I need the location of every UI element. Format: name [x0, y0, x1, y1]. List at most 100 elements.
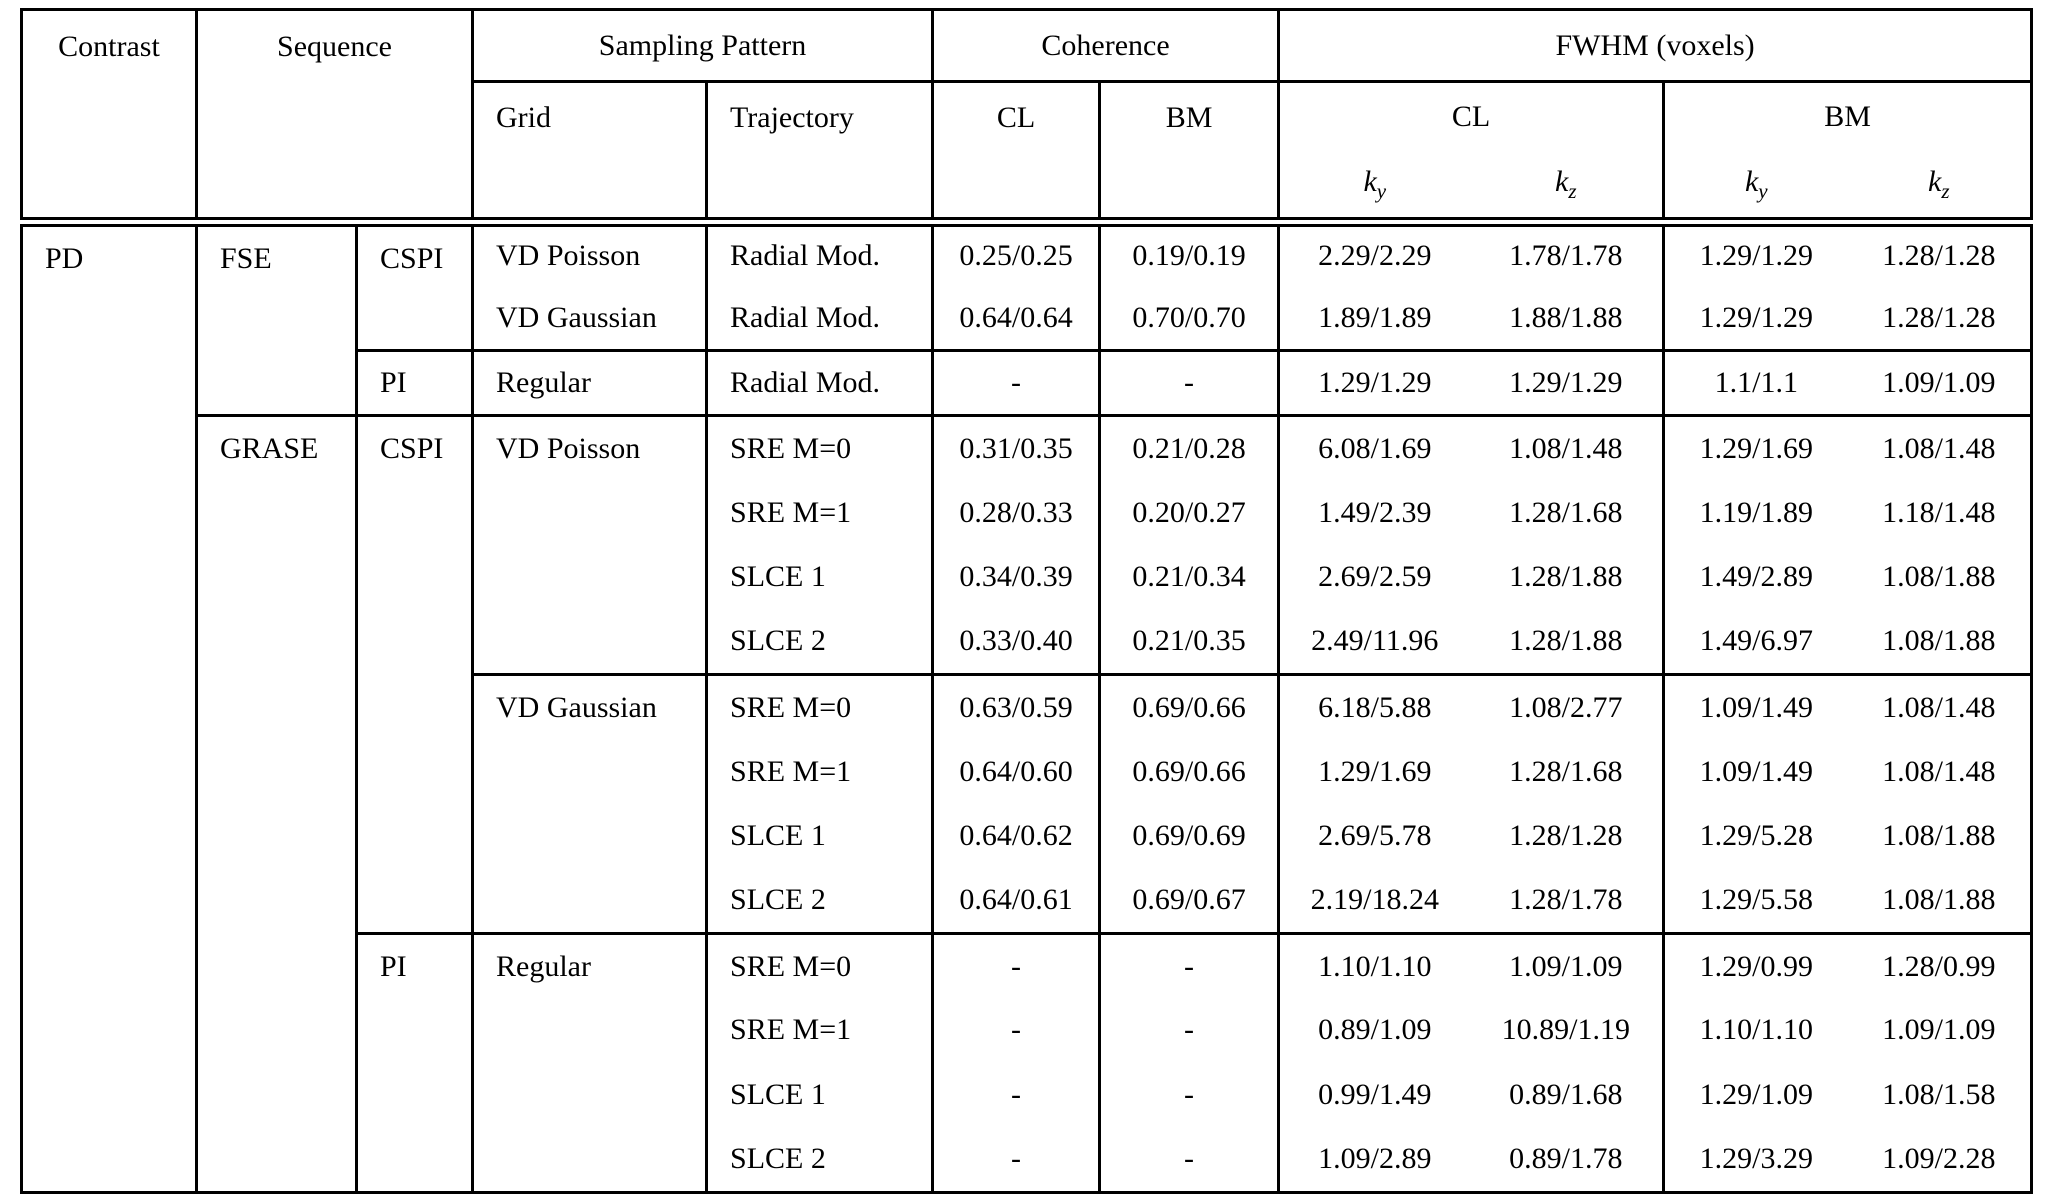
coherence-bm-cell: 0.69/0.67 — [1098, 868, 1279, 935]
fwhm-cl-ky-cell: 0.99/1.49 — [1277, 1062, 1470, 1128]
header-grid: Grid — [471, 81, 707, 227]
k-glyph: k — [1744, 164, 1759, 198]
fwhm-cl-ky-cell: 2.49/11.96 — [1277, 609, 1470, 677]
coherence-cl-cell: 0.63/0.59 — [931, 674, 1100, 740]
table-row: SRE M=1 0.28/0.33 0.20/0.27 1.49/2.39 1.… — [22, 480, 2032, 546]
table-row: SLCE 2 0.64/0.61 0.69/0.67 2.19/18.24 1.… — [22, 868, 2032, 935]
coherence-bm-cell: 0.21/0.35 — [1098, 609, 1279, 677]
fwhm-bm-ky-cell: 1.29/1.09 — [1662, 1062, 1848, 1128]
table-row: GRASE CSPI VD Poisson SRE M=0 0.31/0.35 … — [22, 415, 2032, 1193]
k-y-symbol: ky — [1744, 164, 1768, 203]
grid-cell: Regular — [471, 933, 707, 1193]
trajectory-cell: SRE M=0 — [705, 933, 933, 999]
fwhm-cl-ky-cell: 2.69/2.59 — [1277, 545, 1470, 610]
fwhm-bm-ky-cell: 1.09/1.49 — [1662, 739, 1848, 804]
fwhm-cl-ky-cell: 1.29/1.69 — [1277, 739, 1470, 804]
coherence-bm-cell: 0.69/0.66 — [1098, 739, 1279, 804]
fwhm-cl-ky-cell: 1.29/1.29 — [1277, 350, 1470, 418]
fwhm-cl-kz-cell: 1.28/1.28 — [1509, 819, 1623, 853]
header-row-1: Contrast Sequence Sampling Pattern Coher… — [21, 9, 2032, 227]
fwhm-bm-kz-cell: 1.28/1.28 — [1882, 239, 1996, 273]
k-glyph: k — [1928, 164, 1942, 198]
trajectory-cell: SLCE 1 — [705, 803, 933, 869]
fwhm-bm-kz-cell: 1.08/1.48 — [1882, 690, 1996, 724]
subscript-y: y — [1376, 178, 1387, 203]
trajectory-cell: SRE M=1 — [705, 480, 933, 546]
table-row: SRE M=1 - - 0.89/1.09 10.89/1.19 1.10/1.… — [22, 998, 2032, 1063]
table-header: Contrast Sequence Sampling Pattern Coher… — [21, 9, 2032, 227]
fwhm-cl-kz-cell: 1.08/2.77 — [1509, 690, 1623, 724]
fwhm-bm-ky-cell: 1.1/1.1 — [1662, 350, 1848, 418]
fwhm-bm-ky-cell: 1.49/6.97 — [1662, 609, 1848, 677]
coherence-bm-cell: 0.21/0.34 — [1098, 545, 1279, 610]
header-coherence-bm: BM — [1098, 81, 1279, 227]
fwhm-cl-ky-cell: 2.19/18.24 — [1277, 868, 1470, 935]
fwhm-cl-kz-cell: 1.28/1.68 — [1509, 495, 1623, 529]
fwhm-cl-kz-cell: 1.28/1.78 — [1469, 868, 1664, 935]
subscript-z: z — [1941, 178, 1950, 203]
coherence-bm-cell: 0.70/0.70 — [1098, 286, 1279, 353]
table-row: PD FSE CSPI VD Poisson Radial Mod. 0.25/… — [22, 221, 2032, 418]
contrast-cell: PD — [45, 241, 84, 275]
table-body: PD FSE CSPI VD Poisson Radial Mod. 0.25/… — [22, 221, 2032, 1193]
grid-cell: VD Gaussian — [471, 286, 707, 353]
fwhm-cl-ky-cell: 1.09/2.89 — [1277, 1127, 1470, 1193]
coherence-bm-cell: 0.20/0.27 — [1098, 480, 1279, 546]
fwhm-cl-kz-cell: 1.28/1.68 — [1509, 754, 1623, 788]
coherence-cl-cell: - — [931, 1062, 1100, 1128]
fwhm-cl-ky-cell: 1.10/1.10 — [1277, 933, 1470, 999]
fwhm-cl-kz-cell: 1.28/1.88 — [1509, 560, 1623, 594]
coherence-cl-cell: - — [931, 350, 1100, 418]
coherence-cl-cell: 0.31/0.35 — [931, 415, 1100, 481]
trajectory-cell: SLCE 1 — [705, 545, 933, 610]
fwhm-cl-kz-cell: 0.89/1.68 — [1509, 1078, 1623, 1112]
coherence-cl-cell: 0.33/0.40 — [931, 609, 1100, 677]
fwhm-bm-kz-cell: 1.18/1.48 — [1882, 495, 1996, 529]
grid-cell: VD Poisson — [471, 221, 707, 287]
coherence-cl-cell: - — [931, 1127, 1100, 1193]
coherence-cl-cell: 0.64/0.61 — [931, 868, 1100, 935]
fwhm-bm-kz-cell: 1.28/0.99 — [1882, 949, 1996, 983]
sub-sequence-cell: CSPI — [354, 415, 473, 935]
coherence-bm-cell: 0.69/0.66 — [1098, 674, 1279, 740]
coherence-bm-cell: - — [1098, 933, 1279, 999]
fwhm-bm-ky-cell: 1.29/0.99 — [1662, 933, 1848, 999]
coherence-bm-cell: 0.69/0.69 — [1098, 803, 1279, 869]
header-fwhm-cl-ky: ky — [1277, 151, 1470, 227]
trajectory-cell: SRE M=1 — [705, 998, 933, 1063]
fwhm-cl-kz-cell: 10.89/1.19 — [1501, 1013, 1630, 1047]
trajectory-cell: SLCE 1 — [705, 1062, 933, 1128]
fwhm-bm-ky-cell: 1.29/1.69 — [1662, 415, 1848, 481]
table-row: SLCE 1 0.64/0.62 0.69/0.69 2.69/5.78 1.2… — [22, 803, 2032, 869]
trajectory-cell: SRE M=0 — [705, 674, 933, 740]
fwhm-bm-ky-cell: 1.29/3.29 — [1662, 1127, 1848, 1193]
subscript-y: y — [1758, 178, 1768, 203]
fwhm-cl-kz-cell: 1.08/1.48 — [1509, 431, 1623, 465]
fwhm-cl-kz-cell: 1.88/1.88 — [1469, 286, 1664, 353]
header-sampling-pattern: Sampling Pattern — [471, 9, 933, 83]
k-z-symbol: kz — [1555, 165, 1577, 203]
coherence-bm-cell: - — [1098, 350, 1279, 418]
fwhm-bm-kz-cell: 1.08/1.48 — [1882, 431, 1996, 465]
header-row-2: Grid Trajectory CL BM CL BM — [22, 81, 2032, 227]
sub-sequence-cell: CSPI — [354, 221, 473, 353]
fwhm-bm-kz-cell: 1.08/1.88 — [1847, 609, 2032, 677]
fwhm-bm-kz-cell: 1.08/1.88 — [1847, 868, 2032, 935]
header-row-3: ky kz ky kz — [22, 151, 2032, 227]
fwhm-bm-ky-cell: 1.29/1.29 — [1662, 286, 1848, 353]
fwhm-cl-ky-cell: 0.89/1.09 — [1277, 998, 1470, 1063]
subscript-z: z — [1568, 178, 1577, 203]
fwhm-bm-ky-cell: 1.29/5.58 — [1662, 868, 1848, 935]
fwhm-bm-kz-cell: 1.08/1.58 — [1882, 1078, 1996, 1112]
fwhm-cl-ky-cell: 6.08/1.69 — [1277, 415, 1470, 481]
coherence-bm-cell: - — [1098, 1127, 1279, 1193]
coherence-cl-cell: - — [931, 933, 1100, 999]
fwhm-cl-kz-cell: 1.29/1.29 — [1469, 350, 1664, 418]
sequence-cell: GRASE — [195, 415, 357, 1193]
header-fwhm-cl-kz: kz — [1469, 151, 1664, 227]
coherence-cl-cell: 0.64/0.60 — [931, 739, 1100, 804]
header-trajectory: Trajectory — [705, 81, 933, 227]
header-coherence: Coherence — [931, 9, 1279, 83]
fwhm-cl-ky-cell: 2.29/2.29 — [1277, 221, 1470, 287]
trajectory-cell: SRE M=1 — [705, 739, 933, 804]
